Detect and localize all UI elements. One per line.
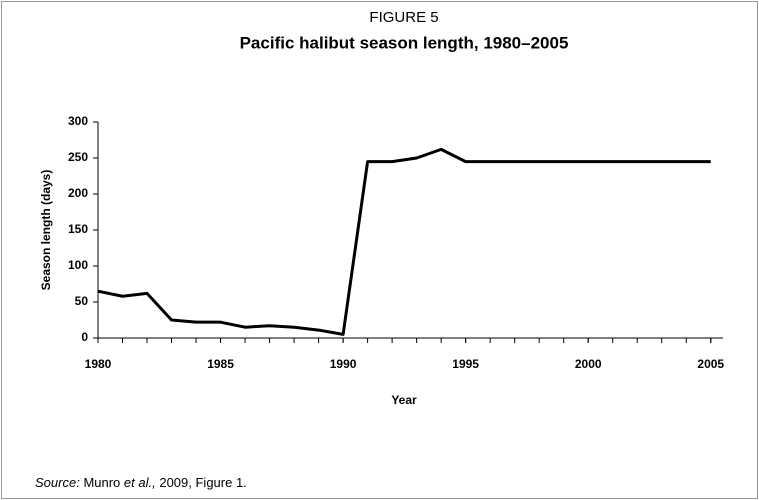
data-line	[97, 147, 711, 336]
x-axis-title: Year	[391, 393, 417, 407]
x-tick-label: 2005	[697, 357, 724, 371]
y-axis-title: Season length (days)	[39, 170, 53, 291]
y-tick-label: 100	[68, 258, 88, 272]
figure-label: FIGURE 5	[369, 9, 438, 26]
source-etal: et al.,	[124, 475, 156, 490]
source-note: Source: Munro et al., 2009, Figure 1.	[35, 475, 247, 490]
y-tick-label: 150	[68, 222, 88, 236]
y-tick-label: 200	[68, 186, 88, 200]
x-tick-label: 1995	[452, 357, 479, 371]
y-tick-label: 300	[68, 114, 88, 128]
source-rest: 2009, Figure 1.	[159, 475, 246, 490]
y-tick-label: 50	[75, 294, 89, 308]
x-tick-label: 2000	[575, 357, 602, 371]
source-author: Munro	[83, 475, 120, 490]
x-tick-label: 1985	[207, 357, 234, 371]
x-tick-label: 1980	[85, 357, 112, 371]
x-tick-label: 1990	[330, 357, 357, 371]
y-tick-label: 0	[81, 330, 88, 344]
y-tick-label: 250	[68, 150, 88, 164]
source-label: Source:	[35, 475, 80, 490]
chart-title: Pacific halibut season length, 1980–2005	[240, 33, 569, 52]
